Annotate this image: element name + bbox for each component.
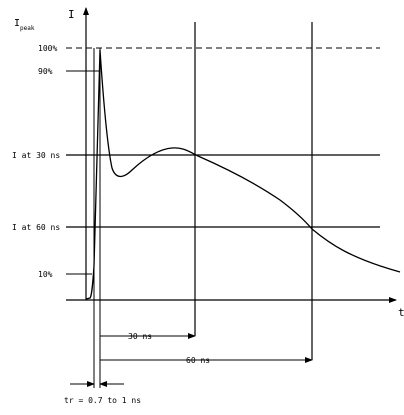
label-100-percent: 100% xyxy=(38,44,57,53)
ipeak-sub: peak xyxy=(20,25,35,32)
ipeak-main: I xyxy=(14,18,20,29)
ipeak-label: Ipeak xyxy=(14,18,35,32)
label-60ns: 60 ns xyxy=(186,356,210,365)
label-90-percent: 90% xyxy=(38,67,53,76)
label-10-percent: 10% xyxy=(38,270,53,279)
label-rise-time: tr = 0.7 to 1 ns xyxy=(64,396,141,405)
label-30ns: 30 ns xyxy=(128,332,152,341)
label-i-at-30ns: I at 30 ns xyxy=(12,151,60,160)
label-i-at-60ns: I at 60 ns xyxy=(12,223,60,232)
current-waveform xyxy=(85,49,401,300)
x-axis-label: t xyxy=(398,306,404,319)
y-axis-label: I xyxy=(68,8,75,21)
